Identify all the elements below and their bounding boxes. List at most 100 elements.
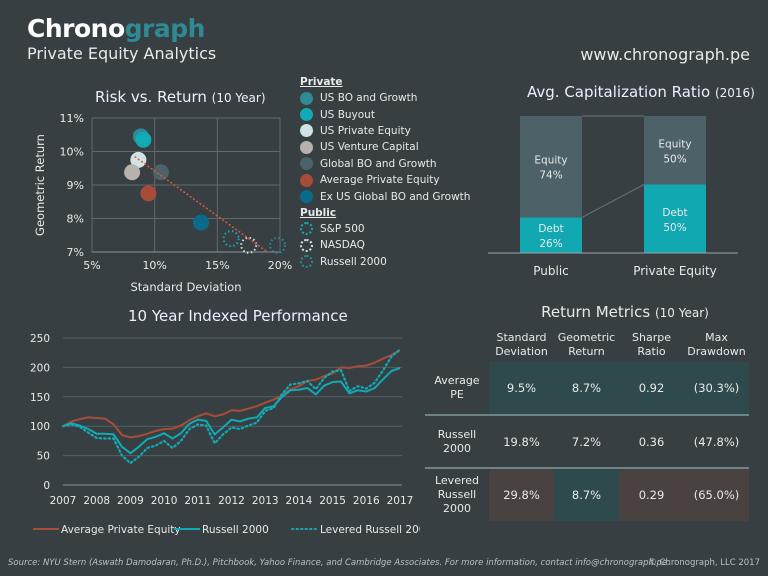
equity-label: Equity — [534, 155, 567, 167]
indexed-performance-chart: 0 50 100 150 200 250 2007 2008 2009 2010 2011 2012 2… — [30, 333, 420, 536]
legend-marker-icon — [300, 173, 313, 187]
column-header: Geometric Return — [557, 331, 616, 358]
y-tick-label: 8% — [67, 213, 84, 226]
legend-label: US Buyout — [320, 108, 375, 121]
table-cell: 29.8% — [489, 468, 554, 521]
scatter-title-text: Risk vs. Return — [95, 88, 207, 106]
cap-ratio-title-suffix: (2016) — [714, 86, 755, 100]
series-line-russell-2000 — [62, 367, 401, 455]
bar-debt — [644, 184, 706, 253]
row-label: Levered Russell 2000 — [434, 474, 479, 515]
legend-marker-icon — [300, 108, 313, 122]
legend-label: S&P 500 — [320, 222, 365, 235]
row-label: Average PE — [425, 362, 489, 416]
scatter-title-suffix: (10 Year) — [211, 91, 266, 105]
y-tick-label: 9% — [67, 179, 84, 192]
scatter-title: Risk vs. Return (10 Year) — [95, 88, 266, 106]
legend-marker-icon — [300, 157, 313, 171]
trendline — [134, 155, 268, 253]
logo-text-chrono: Chrono — [27, 14, 125, 43]
table-cell: (65.0%) — [684, 468, 749, 521]
legend-label: Average Private Equity — [320, 174, 440, 187]
legend-item: US Venture Capital — [300, 139, 470, 155]
legend-marker-icon — [300, 91, 313, 105]
category-label: Private Equity — [633, 264, 717, 278]
legend-group-public: Public — [300, 206, 337, 219]
column-header: Standard Deviation — [495, 331, 548, 358]
row-label: Russell 2000 — [425, 415, 489, 469]
bar-equity — [520, 116, 582, 218]
bar-debt — [520, 217, 582, 253]
page-subtitle: Private Equity Analytics — [27, 44, 217, 63]
return-metrics-table: Standard Deviation Geometric Return Sharpe… — [425, 331, 749, 521]
logo: Chronograph — [27, 14, 205, 43]
table-cell: 8.7% — [554, 468, 619, 521]
legend-label: Russell 2000 — [202, 524, 269, 536]
table-cell: 0.36 — [619, 415, 684, 469]
legend-marker-icon — [300, 140, 313, 154]
legend-label: US Venture Capital — [320, 141, 419, 154]
debt-value: 50% — [663, 222, 686, 234]
y-tick-label: 10% — [60, 146, 84, 159]
legend-item: NASDAQ — [300, 237, 470, 253]
x-tick-label: 5% — [83, 259, 100, 272]
y-tick-label: 11% — [60, 112, 84, 125]
table-cell: 19.8% — [489, 415, 554, 469]
table-cell: (30.3%) — [684, 362, 749, 416]
y-tick-label: 150 — [30, 392, 50, 404]
debt-label: Debt — [538, 223, 563, 235]
x-tick-label: 2009 — [117, 495, 144, 507]
series-line-levered-russell-2000 — [61, 348, 402, 465]
x-tick-label: 20% — [268, 259, 292, 272]
equity-label: Equity — [658, 138, 691, 150]
table-row: Russell 2000 19.8% 7.2% 0.36 (47.8%) — [425, 415, 749, 469]
cap-ratio-title: Avg. Capitalization Ratio (2016) — [527, 83, 755, 101]
legend-item: Global BO and Growth — [300, 156, 470, 172]
y-tick-label: 200 — [30, 362, 50, 374]
legend-label: Average Private Equity — [61, 524, 181, 536]
connector-line — [581, 184, 645, 218]
header-blank — [425, 331, 489, 362]
legend-item: US Buyout — [300, 106, 470, 122]
risk-return-scatter: 5% 10% 15% 20% 7% 8% 9% 10% 11% Standard Deviatio… — [33, 112, 292, 294]
legend-group-private: Private — [300, 76, 343, 88]
logo-text-graph: graph — [124, 14, 206, 43]
y-tick-label: 7% — [67, 246, 84, 259]
return-metrics-title: Return Metrics (10 Year) — [495, 303, 755, 321]
category-label: Public — [533, 264, 569, 278]
legend-item: Russell 2000 — [300, 254, 470, 270]
x-tick-label: 2013 — [252, 495, 279, 507]
x-axis-label: Standard Deviation — [131, 280, 242, 294]
legend-item: S&P 500 — [300, 221, 470, 237]
source-note: Source: NYU Stern (Aswath Damodaran, Ph.… — [8, 558, 670, 568]
column-header: Max Drawdown — [687, 331, 746, 358]
table-cell: 8.7% — [554, 362, 619, 416]
legend-marker-icon — [300, 255, 313, 269]
legend-label: US Private Equity — [320, 124, 411, 137]
table-cell: 9.5% — [489, 362, 554, 416]
copyright: © Chronograph, LLC 2017 — [648, 558, 760, 568]
legend-marker-icon — [300, 238, 313, 252]
scatter-point — [152, 164, 169, 181]
bar-equity — [644, 116, 706, 185]
return-metrics-title-suffix: (10 Year) — [654, 306, 709, 320]
cap-ratio-title-text: Avg. Capitalization Ratio — [527, 83, 711, 101]
x-tick-label: 2014 — [286, 495, 313, 507]
debt-value: 26% — [539, 238, 562, 250]
y-tick-label: 250 — [30, 333, 50, 345]
scatter-point-public — [240, 236, 258, 254]
equity-value: 50% — [663, 153, 686, 165]
legend-item: US Private Equity — [300, 123, 470, 139]
legend-label: US BO and Growth — [320, 92, 418, 105]
legend-marker-icon — [300, 222, 313, 236]
legend-item: US BO and Growth — [300, 90, 470, 106]
table-cell: 0.29 — [619, 468, 684, 521]
y-axis-label: Geometric Return — [33, 134, 47, 236]
website-url: www.chronograph.pe — [580, 45, 750, 64]
x-tick-label: 2007 — [50, 495, 77, 507]
y-tick-label: 50 — [37, 451, 50, 463]
scatter-point-public — [268, 236, 286, 254]
x-tick-label: 2015 — [319, 495, 346, 507]
x-tick-label: 2010 — [151, 495, 178, 507]
y-tick-label: 100 — [30, 421, 50, 433]
